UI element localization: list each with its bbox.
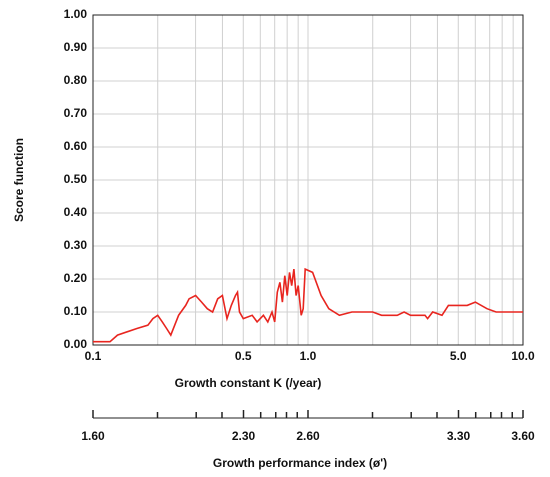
y-tick-label: 0.90 bbox=[64, 40, 88, 54]
y-tick-label: 1.00 bbox=[64, 7, 88, 21]
plot-frame bbox=[92, 14, 524, 346]
y-tick-label: 0.70 bbox=[64, 106, 88, 120]
y-tick-label: 0.40 bbox=[64, 205, 88, 219]
y-tick-label: 0.30 bbox=[64, 238, 88, 252]
x2-tick-label: 2.30 bbox=[232, 429, 256, 443]
x2-axis-label: Growth performance index (ø') bbox=[213, 456, 387, 470]
x-tick-label: 1.0 bbox=[300, 349, 317, 363]
y-tick-label: 0.50 bbox=[64, 172, 88, 186]
x-tick-label: 0.5 bbox=[235, 349, 252, 363]
x-tick-label: 0.1 bbox=[85, 349, 102, 363]
x2-tick-label: 3.60 bbox=[511, 429, 535, 443]
x2-tick-label: 3.30 bbox=[447, 429, 471, 443]
data-line bbox=[93, 267, 523, 343]
y-tick-label: 0.00 bbox=[64, 337, 88, 351]
x-tick-label: 5.0 bbox=[450, 349, 467, 363]
y-tick-label: 0.10 bbox=[64, 304, 88, 318]
y-axis-label: Score function bbox=[12, 138, 26, 222]
x-tick-label: 10.0 bbox=[511, 349, 535, 363]
y-tick-label: 0.20 bbox=[64, 271, 88, 285]
x2-tick-label: 2.60 bbox=[296, 429, 320, 443]
x-axis-label: Growth constant K (/year) bbox=[175, 376, 322, 390]
y-tick-label: 0.60 bbox=[64, 139, 88, 153]
y-tick-label: 0.80 bbox=[64, 73, 88, 87]
x2-tick-label: 1.60 bbox=[81, 429, 105, 443]
